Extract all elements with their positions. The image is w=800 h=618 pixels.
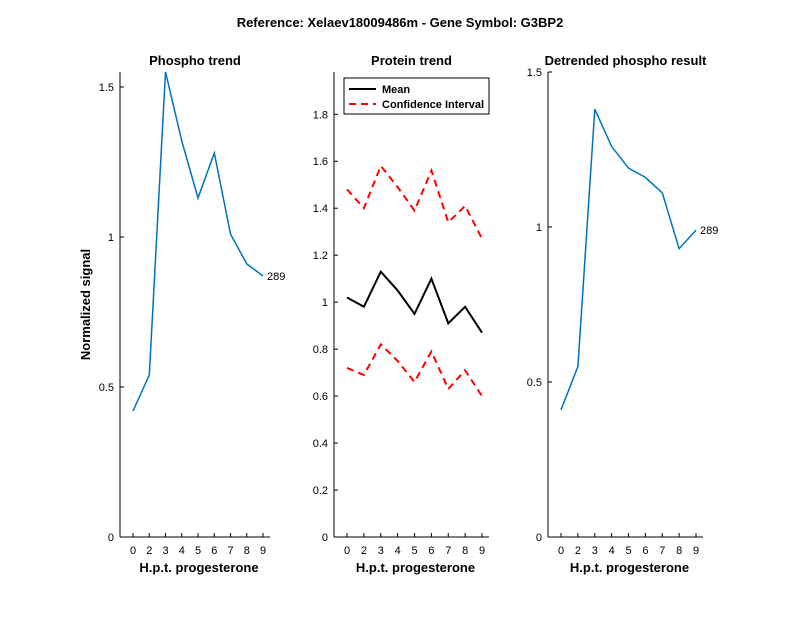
y-tick-label: 1.2 [313, 250, 328, 262]
point-annotation: 289 [267, 271, 285, 283]
series-line-1 [560, 108, 697, 411]
legend-label: Mean [382, 84, 410, 96]
y-tick-label: 0 [536, 532, 542, 544]
panel-title: Detrended phospho result [545, 53, 707, 68]
x-tick-label: 3 [378, 545, 384, 557]
x-axis-label: H.p.t. progesterone [139, 560, 258, 575]
y-tick-label: 1.5 [527, 67, 542, 79]
x-tick-label: 6 [428, 545, 434, 557]
y-tick-label: 1.8 [313, 109, 328, 121]
point-annotation: 289 [700, 225, 718, 237]
y-tick-label: 0.6 [313, 391, 328, 403]
x-axis-label: H.p.t. progesterone [570, 560, 689, 575]
x-tick-label: 2 [146, 545, 152, 557]
x-tick-label: 0 [558, 545, 564, 557]
x-tick-label: 4 [395, 545, 401, 557]
x-tick-label: 2 [361, 545, 367, 557]
x-tick-label: 2 [575, 545, 581, 557]
x-tick-label: 9 [693, 545, 699, 557]
y-tick-label: 1 [108, 232, 114, 244]
legend: Mean Confidence Interval [343, 77, 490, 115]
x-tick-label: 3 [162, 545, 168, 557]
y-tick-label: 1.6 [313, 156, 328, 168]
y-axis-label: Normalized signal [78, 249, 93, 360]
x-tick-label: 0 [344, 545, 350, 557]
x-tick-label: 5 [411, 545, 417, 557]
x-tick-label: 4 [609, 545, 615, 557]
y-tick-label: 0 [108, 532, 114, 544]
y-tick-label: 0.5 [99, 382, 114, 394]
series-line-3 [346, 342, 483, 397]
panel-title: Protein trend [371, 53, 452, 68]
x-tick-label: 6 [211, 545, 217, 557]
y-tick-label: 0.8 [313, 344, 328, 356]
x-tick-label: 0 [130, 545, 136, 557]
y-tick-label: 1 [536, 222, 542, 234]
figure-title: Reference: Xelaev18009486m - Gene Symbol… [237, 15, 564, 30]
x-tick-label: 3 [592, 545, 598, 557]
panel-title: Phospho trend [149, 53, 241, 68]
legend-label: Confidence Interval [382, 99, 484, 111]
y-tick-label: 1.4 [313, 203, 328, 215]
x-tick-label: 5 [625, 545, 631, 557]
chart-panel-2: 00.20.40.60.811.21.41.61.80 2 3 4 5 6 7 8 9Prote… [313, 53, 490, 575]
y-tick-label: 1 [322, 297, 328, 309]
x-tick-label: 9 [260, 545, 266, 557]
x-tick-label: 8 [244, 545, 250, 557]
x-axis-label: H.p.t. progesterone [356, 560, 475, 575]
x-tick-label: 4 [179, 545, 185, 557]
y-tick-label: 0.5 [527, 377, 542, 389]
x-tick-label: 7 [445, 545, 451, 557]
x-tick-label: 6 [642, 545, 648, 557]
series-line-1 [132, 71, 264, 412]
x-tick-label: 9 [479, 545, 485, 557]
series-line-1 [346, 269, 483, 334]
x-tick-label: 8 [462, 545, 468, 557]
y-tick-label: 1.5 [99, 82, 114, 94]
x-tick-label: 8 [676, 545, 682, 557]
x-tick-label: 7 [227, 545, 233, 557]
y-tick-label: 0.4 [313, 438, 328, 450]
x-tick-label: 7 [659, 545, 665, 557]
series-line-2 [346, 163, 483, 240]
y-tick-label: 0.2 [313, 485, 328, 497]
x-tick-label: 5 [195, 545, 201, 557]
legend-box [343, 77, 490, 115]
y-tick-label: 0 [322, 532, 328, 544]
